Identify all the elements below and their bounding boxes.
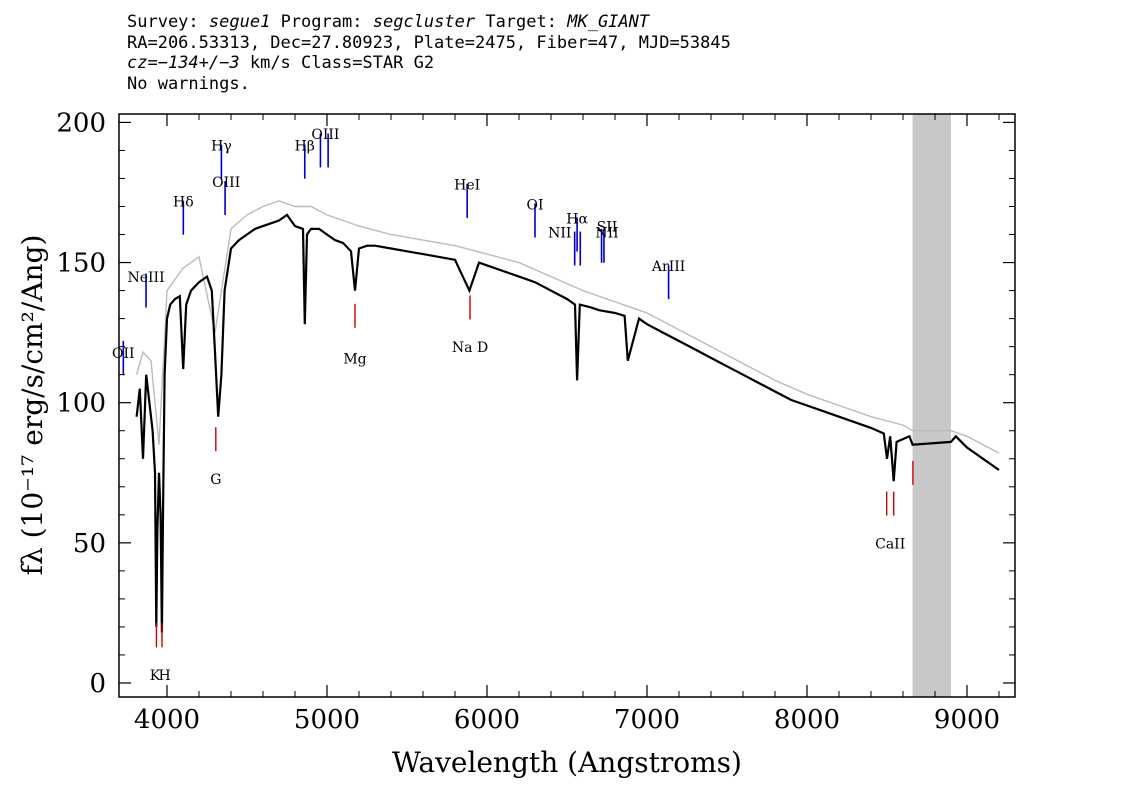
survey-label: Survey: bbox=[127, 12, 199, 32]
x-tick-label: 6000 bbox=[454, 705, 520, 735]
survey-value: segue1 bbox=[208, 12, 271, 32]
masked-region bbox=[912, 114, 951, 697]
emission-line-label: HeI bbox=[454, 178, 480, 194]
series-layer bbox=[135, 200, 1000, 633]
header-line-1: Survey: segue1 Program: segcluster Targe… bbox=[127, 12, 731, 33]
emission-line-label: OI bbox=[526, 197, 543, 213]
emission-line-label: Hα bbox=[566, 211, 588, 227]
x-tick-label: 4000 bbox=[134, 705, 200, 735]
y-tick-label: 50 bbox=[73, 529, 106, 559]
header-line-2: RA=206.53313, Dec=27.80923, Plate=2475, … bbox=[127, 32, 731, 53]
y-tick-label: 0 bbox=[89, 669, 106, 699]
absorption-line-label: Na D bbox=[452, 340, 488, 356]
cz-value: −134+/−3 bbox=[157, 53, 240, 73]
x-tick-label: 7000 bbox=[614, 705, 680, 735]
header-line-3: cz=−134+/−3 km/s Class=STAR G2 bbox=[127, 53, 731, 74]
spectral-lines-layer: OIINeIIIHδHγOIIIHβOIIIHeIOINIIHαNIISIIAr… bbox=[112, 127, 914, 684]
x-tick-label: 9000 bbox=[934, 705, 1000, 735]
emission-line-label: Hδ bbox=[173, 194, 194, 210]
spectrum-series-line bbox=[135, 200, 1000, 454]
emission-line-label: OII bbox=[112, 346, 135, 362]
emission-line-label: OIII bbox=[311, 127, 339, 143]
emission-line-label: OIII bbox=[212, 175, 240, 191]
x-axis-title: Wavelength (Angstroms) bbox=[392, 746, 742, 779]
emission-line-label: NII bbox=[595, 225, 618, 241]
y-tick-label: 200 bbox=[56, 108, 106, 138]
emission-line-label: NII bbox=[548, 225, 571, 241]
absorption-line-label: K bbox=[150, 668, 161, 684]
absorption-line-label: CaII bbox=[875, 536, 905, 552]
emission-line-label: NeIII bbox=[127, 270, 164, 286]
x-tick-label: 5000 bbox=[294, 705, 360, 735]
y-axis-title: fλ (10⁻¹⁷ erg/s/cm²/Ang) bbox=[16, 235, 49, 576]
ticks-layer: 4000 5000 6000 7000 8000 9000 0 50 100 150 200 bbox=[56, 108, 1015, 735]
spectrum-series-line bbox=[135, 213, 1000, 633]
emission-line-label: SII bbox=[597, 220, 618, 236]
cz-unit-class: km/s Class=STAR G2 bbox=[239, 53, 435, 73]
spectrum-header: Survey: segue1 Program: segcluster Targe… bbox=[127, 12, 731, 94]
program-label: Program: bbox=[280, 12, 363, 32]
cz-label: cz= bbox=[127, 53, 158, 73]
target-label: Target: bbox=[485, 12, 557, 32]
emission-line-label: ArIII bbox=[651, 259, 685, 275]
emission-line-label: Hγ bbox=[211, 138, 232, 154]
y-tick-label: 100 bbox=[56, 389, 106, 419]
y-tick-label: 150 bbox=[56, 249, 106, 279]
program-value: segcluster bbox=[372, 12, 476, 32]
absorption-line-label: G bbox=[210, 472, 221, 488]
target-value: MK_GIANT bbox=[567, 12, 650, 32]
header-line-4: No warnings. bbox=[127, 73, 250, 94]
emission-line-label: Hβ bbox=[295, 138, 315, 154]
x-tick-label: 8000 bbox=[774, 705, 840, 735]
absorption-line-label: Mg bbox=[343, 351, 366, 367]
plot-frame bbox=[118, 113, 1016, 698]
absorption-line-label: H bbox=[158, 668, 170, 684]
